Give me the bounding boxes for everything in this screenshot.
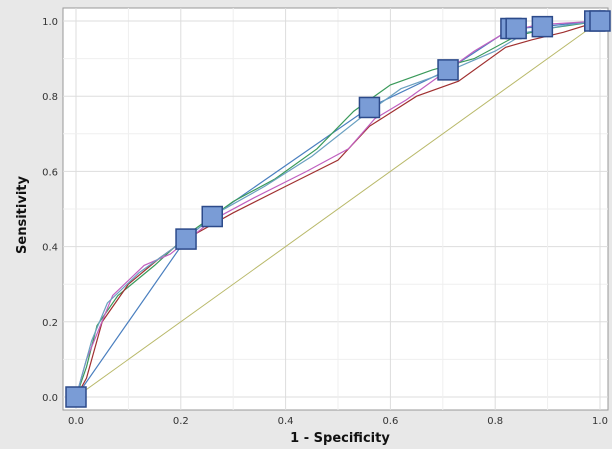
roc-point-marker [201,205,223,228]
y-tick-label: 0.4 [42,243,58,254]
y-tick-labels: 0.0 0.2 0.4 0.6 0.8 1.0 [42,17,58,404]
roc-series-line-3 [75,20,601,398]
x-tick-label: 0.4 [278,416,294,427]
reference-line [75,20,601,398]
x-tick-label: 0.2 [173,416,189,427]
series-group [75,20,601,398]
roc-point-marker [358,96,381,119]
roc-point-marker [531,15,554,38]
marker-group [65,10,611,408]
x-tick-label: 0.8 [487,416,503,427]
roc-point-marker [65,386,87,408]
y-tick-label: 1.0 [42,17,58,28]
x-axis-title: 1 - Specificity [290,431,390,446]
roc-series-line-2 [75,20,601,398]
y-axis-title: Sensitivity [15,176,30,254]
y-tick-label: 0.8 [42,92,58,103]
roc-point-marker [589,10,611,32]
roc-point-marker [175,228,197,250]
x-tick-label: 0.0 [68,416,84,427]
diagonal-reference-line [75,20,601,398]
y-tick-label: 0.0 [42,393,58,404]
x-tick-labels: 0.0 0.2 0.4 0.6 0.8 1.0 [68,416,608,427]
roc-point-marker [437,59,459,81]
y-tick-label: 0.2 [42,318,58,329]
roc-point-marker [505,17,527,40]
x-tick-label: 0.6 [382,416,398,427]
roc-series-line-4 [75,20,601,398]
y-tick-label: 0.6 [42,167,58,178]
x-tick-label: 1.0 [592,416,608,427]
